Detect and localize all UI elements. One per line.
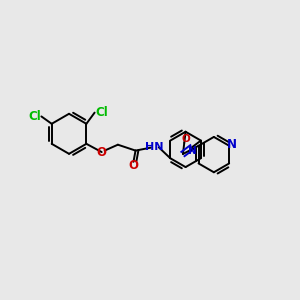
Text: Cl: Cl (95, 106, 108, 119)
Text: HN: HN (146, 142, 164, 152)
Text: O: O (97, 146, 107, 159)
Text: N: N (227, 138, 237, 151)
Text: Cl: Cl (28, 110, 41, 123)
Text: O: O (182, 134, 190, 144)
Text: N: N (188, 146, 197, 156)
Text: O: O (128, 159, 138, 172)
